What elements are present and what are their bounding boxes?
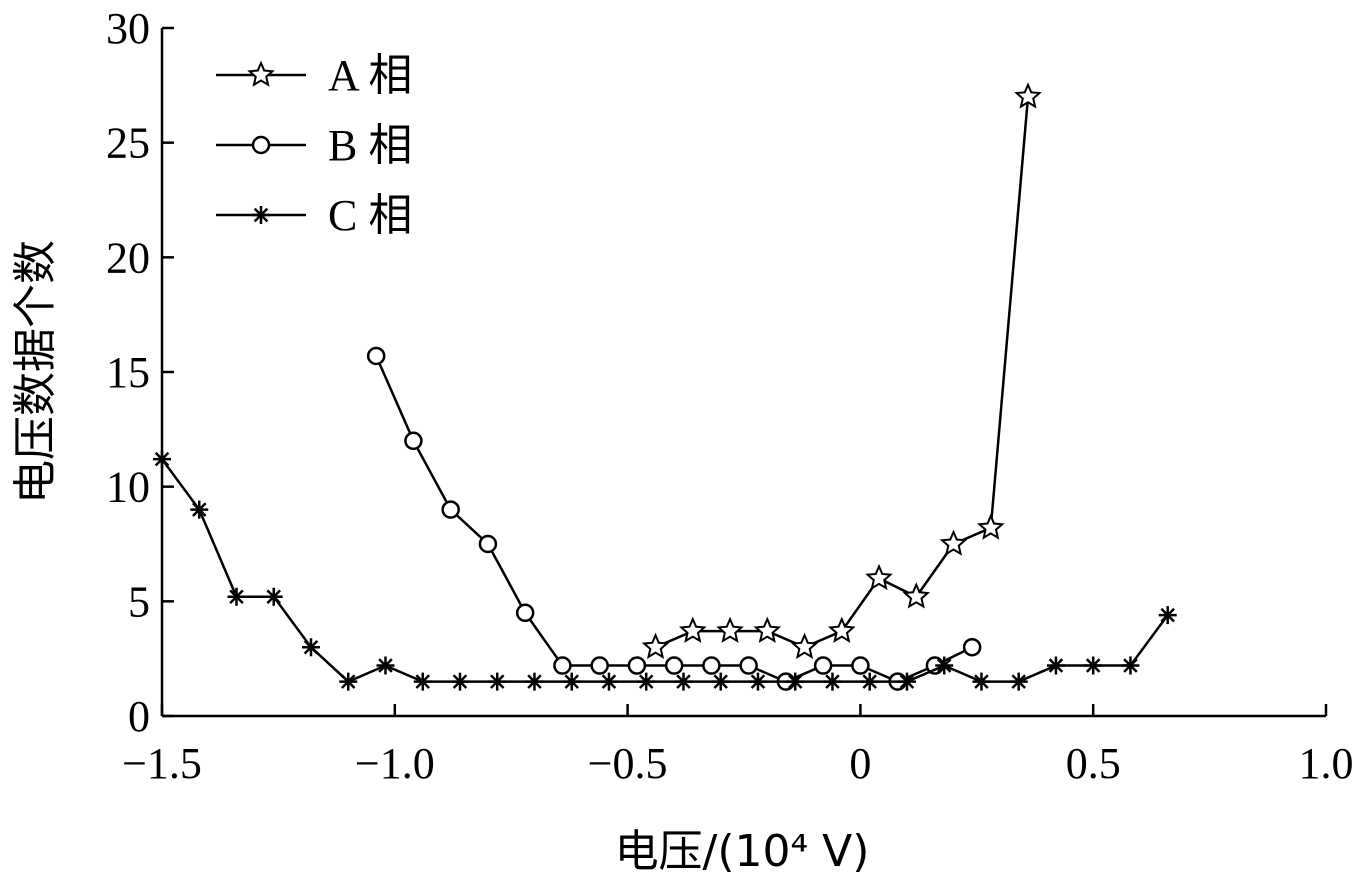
data-point-marker	[1014, 82, 1042, 109]
series-2	[153, 450, 1177, 691]
x-tick-label: −0.5	[588, 739, 668, 788]
x-tick-label: 0	[849, 739, 871, 788]
legend-marker	[252, 206, 270, 224]
data-point-marker	[939, 529, 968, 556]
y-tick-label: 0	[128, 692, 150, 741]
data-point-marker	[823, 672, 842, 691]
x-tick-label: 1.0	[1299, 739, 1354, 788]
data-point-marker	[441, 500, 460, 519]
data-point-marker	[1046, 656, 1065, 675]
data-point-marker	[515, 603, 535, 623]
legend-label: B 相	[328, 121, 412, 170]
data-point-marker	[813, 656, 833, 675]
y-tick-label: 10	[106, 463, 150, 512]
legend-entry: B 相	[216, 121, 412, 170]
data-point-marker	[786, 672, 805, 691]
legend-entry: C 相	[216, 191, 412, 240]
axes: −1.5 −1.0 −0.5 0 0.5 1.0 0 5 10 15 20 25 30	[106, 4, 1354, 788]
data-point-marker	[748, 672, 767, 691]
data-point-marker	[376, 656, 395, 675]
data-point-marker	[674, 672, 693, 691]
data-point-marker	[664, 656, 684, 675]
data-point-marker	[711, 672, 730, 691]
data-point-marker	[599, 672, 618, 691]
data-point-marker	[962, 637, 982, 657]
x-tick-label: −1.0	[355, 739, 435, 788]
data-point-marker	[301, 638, 320, 657]
series-line	[375, 355, 973, 683]
x-axis-title: 电压/(10⁴ V)	[615, 826, 870, 877]
legend-label: A 相	[328, 51, 412, 100]
data-point-marker	[972, 672, 991, 691]
legend: A 相 B 相 C 相	[216, 51, 412, 240]
legend-marker	[247, 60, 275, 87]
y-tick-label: 15	[106, 348, 150, 397]
data-point-marker	[935, 656, 954, 675]
data-point-marker	[190, 500, 209, 519]
y-tick-label: 30	[106, 4, 150, 53]
series-line	[655, 96, 1030, 649]
data-point-marker	[1121, 656, 1140, 675]
y-tick-label: 5	[128, 577, 150, 626]
data-point-marker	[753, 616, 782, 643]
data-point-marker	[404, 431, 423, 451]
legend-marker	[251, 135, 271, 155]
series-line	[160, 458, 1169, 684]
data-point-marker	[525, 672, 544, 691]
data-point-marker	[860, 672, 879, 691]
data-point-marker	[976, 513, 1005, 540]
data-point-marker	[739, 656, 758, 675]
data-point-marker	[902, 582, 931, 609]
legend-label: C 相	[328, 191, 412, 240]
data-point-marker	[637, 672, 656, 691]
data-point-marker	[865, 563, 893, 591]
data-point-marker	[1009, 672, 1028, 691]
data-point-marker	[851, 656, 870, 675]
series-0	[641, 82, 1042, 659]
data-point-marker	[702, 656, 721, 675]
data-point-marker	[1084, 656, 1103, 675]
data-point-marker	[627, 656, 647, 675]
data-point-marker	[641, 632, 670, 659]
data-point-marker	[413, 672, 432, 691]
series-layer	[153, 82, 1177, 691]
data-point-marker	[897, 672, 916, 691]
data-point-marker	[227, 587, 246, 606]
legend-entry: A 相	[216, 51, 412, 100]
data-point-marker	[478, 534, 498, 554]
x-tick-label: 0.5	[1066, 739, 1121, 788]
y-tick-label: 25	[106, 119, 150, 168]
data-point-marker	[366, 346, 386, 366]
data-point-marker	[488, 672, 507, 691]
y-axis-title: 电压数据个数	[10, 240, 61, 504]
y-tick-label: 20	[106, 233, 150, 282]
data-point-marker	[716, 616, 744, 643]
data-point-marker	[153, 450, 171, 469]
x-tick-label: −1.5	[122, 739, 202, 788]
data-point-marker	[1158, 606, 1177, 625]
data-point-marker	[827, 616, 856, 643]
data-point-marker	[339, 672, 358, 691]
data-point-marker	[264, 587, 283, 606]
data-point-marker	[562, 672, 581, 691]
data-point-marker	[790, 632, 819, 659]
data-point-marker	[450, 672, 469, 691]
data-point-marker	[590, 656, 609, 675]
data-point-marker	[678, 616, 707, 643]
data-point-marker	[553, 656, 572, 675]
